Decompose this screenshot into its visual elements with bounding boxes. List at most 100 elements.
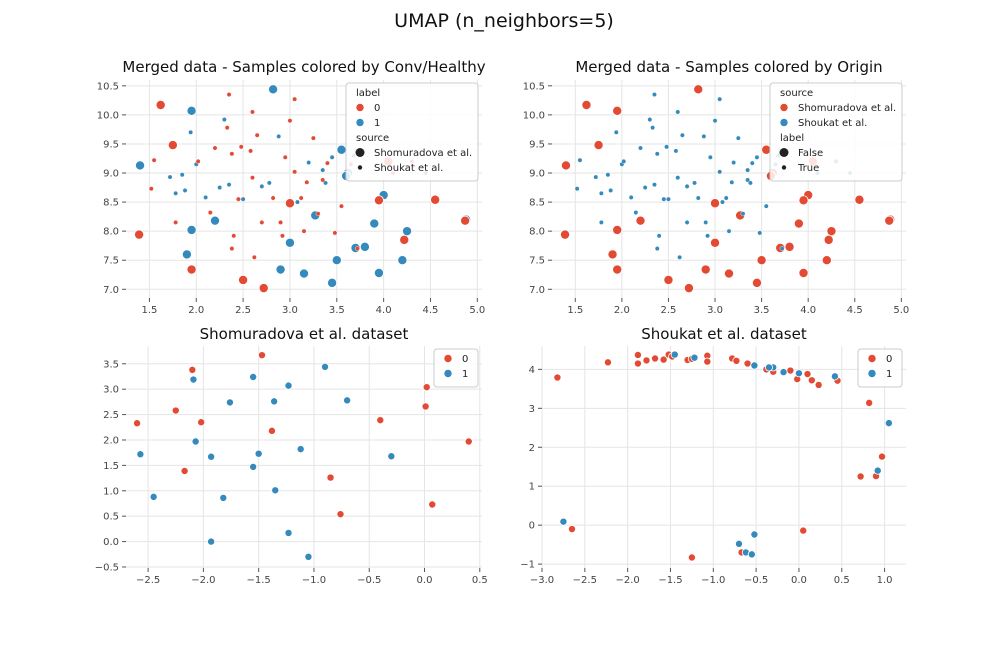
data-point [282, 154, 288, 160]
data-point [226, 182, 232, 188]
data-point [197, 418, 206, 427]
data-point [155, 99, 166, 110]
data-point [266, 180, 272, 186]
y-tick-label: 9.5 [529, 139, 545, 150]
y-tick-label: 0.5 [103, 512, 119, 523]
legend-marker [355, 148, 365, 157]
data-point [656, 233, 662, 239]
data-point [756, 255, 767, 266]
data-point [373, 268, 384, 279]
data-point [195, 158, 201, 164]
legend-entry-label: 0 [462, 354, 468, 365]
data-point [134, 229, 145, 240]
y-tick-label: 10.5 [97, 81, 119, 92]
data-point [254, 132, 260, 138]
data-point [735, 135, 741, 141]
data-point [560, 229, 571, 240]
data-point [750, 530, 759, 539]
data-point [684, 183, 690, 189]
data-point [732, 356, 741, 365]
data-point [304, 179, 310, 185]
data-point [749, 160, 755, 166]
data-point [745, 167, 751, 173]
y-tick-label: 1.5 [103, 461, 119, 472]
data-point [807, 376, 816, 385]
y-tick-label: −0.5 [95, 562, 119, 573]
data-point [229, 246, 235, 251]
data-point [326, 473, 335, 482]
legend-marker [779, 118, 789, 127]
data-point [320, 177, 326, 183]
data-point [607, 249, 618, 260]
y-tick-label: 7.5 [529, 256, 545, 267]
data-point [268, 84, 279, 95]
data-point [149, 492, 158, 501]
data-point [647, 117, 653, 122]
data-point [136, 450, 145, 459]
legend-marker [443, 369, 453, 378]
data-point [387, 452, 396, 461]
y-tick-label: 10.5 [523, 81, 545, 92]
plot-p4: Shoukat et al. dataset −3.0 −2.5 −2.0 −1.5 −1… [520, 325, 906, 586]
data-point [621, 158, 627, 164]
data-point [249, 462, 258, 471]
data-point [577, 157, 583, 163]
data-point [707, 154, 713, 160]
data-point [633, 350, 642, 359]
y-tick-label: 9.0 [529, 169, 545, 180]
data-point [225, 398, 234, 407]
data-point [250, 109, 255, 115]
data-point [298, 195, 304, 201]
y-tick-label: 7.5 [103, 256, 119, 267]
data-point [687, 553, 696, 562]
x-tick-label: 0.5 [834, 575, 850, 586]
data-point [684, 220, 690, 225]
data-point [339, 203, 344, 209]
data-point [559, 517, 568, 526]
x-tick-label: 0.0 [417, 575, 433, 586]
y-tick-label: 8.5 [529, 198, 545, 209]
y-tick-label: 3 [529, 404, 535, 415]
legend-marker [355, 118, 365, 127]
data-point [343, 396, 352, 405]
x-tick-label: −2.0 [615, 575, 639, 586]
data-point [221, 117, 227, 122]
x-tick-label: −2.0 [191, 575, 215, 586]
plot-title: Shomuradova et al. dataset [200, 325, 409, 343]
data-point [784, 241, 795, 252]
data-point [186, 105, 197, 116]
data-point [712, 118, 718, 124]
data-point [209, 215, 220, 226]
data-point [754, 154, 760, 160]
data-point [238, 274, 249, 285]
data-point [182, 188, 188, 193]
data-point [700, 264, 711, 275]
data-point [422, 383, 431, 392]
y-tick-label: 8.0 [103, 227, 119, 238]
data-point [814, 380, 823, 389]
data-point [276, 133, 282, 139]
legend-box [769, 82, 903, 182]
data-point [287, 118, 293, 124]
data-point [560, 160, 571, 171]
data-point [376, 416, 385, 425]
data-point [799, 526, 808, 535]
y-tick-label: 2 [529, 443, 535, 454]
legend-marker [781, 165, 787, 170]
data-point [724, 268, 735, 279]
data-point [224, 125, 230, 131]
data-point [628, 195, 634, 200]
x-tick-label: 1.0 [877, 575, 893, 586]
x-tick-label: 5.0 [893, 305, 909, 316]
data-point [633, 359, 642, 368]
data-point [207, 452, 216, 461]
data-point [652, 92, 657, 97]
data-point [654, 151, 660, 157]
data-point [135, 160, 146, 171]
data-point [659, 355, 668, 364]
data-point [238, 144, 244, 150]
data-point [666, 196, 671, 202]
y-tick-label: 10.0 [523, 110, 545, 121]
data-point [240, 196, 246, 202]
data-point [207, 537, 216, 546]
